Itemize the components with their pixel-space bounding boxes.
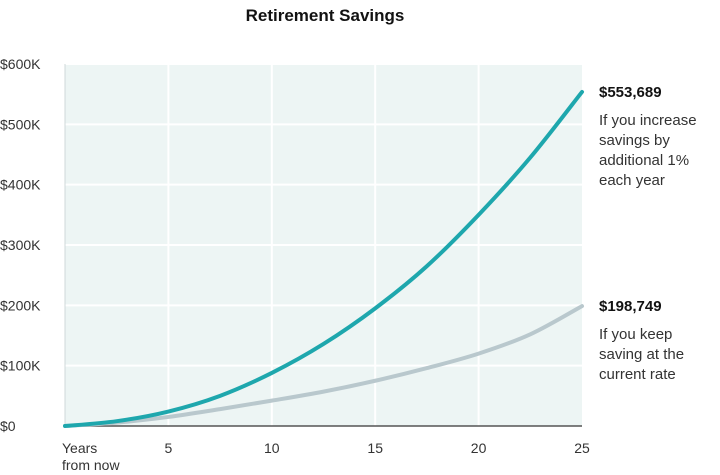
series-line-current — [63, 304, 584, 428]
x-axis: Years from now 5 10 15 20 25 — [62, 440, 590, 473]
x-tick-label: 5 — [165, 440, 173, 456]
annotation-text-current: If you keep — [599, 326, 672, 343]
y-tick-label: $200K — [0, 297, 41, 313]
annotation-text-current: current rate — [599, 366, 676, 383]
x-tick-label: 20 — [471, 440, 487, 456]
annotation-text-increase: additional 1% — [599, 152, 689, 169]
y-tick-label: $0 — [0, 418, 16, 434]
end-annotations: $198,749 If you keep saving at the current … — [599, 84, 697, 383]
y-tick-label: $600K — [0, 56, 41, 72]
x-tick-label: 15 — [367, 440, 383, 456]
y-tick-label: $300K — [0, 237, 41, 253]
annotation-value-current: $198,749 — [599, 298, 662, 315]
x-tick-label: Years from now — [62, 440, 120, 473]
annotation-text-current: saving at the — [599, 346, 684, 363]
annotation-value-increase: $553,689 — [599, 84, 662, 101]
gridlines — [64, 63, 582, 427]
chart-title: Retirement Savings — [246, 6, 405, 25]
annotation-text-increase: If you increase — [599, 112, 697, 129]
x-tick-label: 10 — [264, 440, 280, 456]
y-tick-label: $400K — [0, 177, 41, 193]
annotation-text-increase: savings by — [599, 132, 670, 149]
series-lines — [63, 89, 584, 428]
y-axis: $0 $100K $200K $300K $400K $500K $600K — [0, 56, 41, 434]
x-tick-label: 25 — [574, 440, 590, 456]
y-tick-label: $100K — [0, 358, 41, 374]
y-tick-label: $500K — [0, 116, 41, 132]
annotation-text-increase: each year — [599, 172, 665, 189]
series-line-increase — [63, 89, 584, 428]
